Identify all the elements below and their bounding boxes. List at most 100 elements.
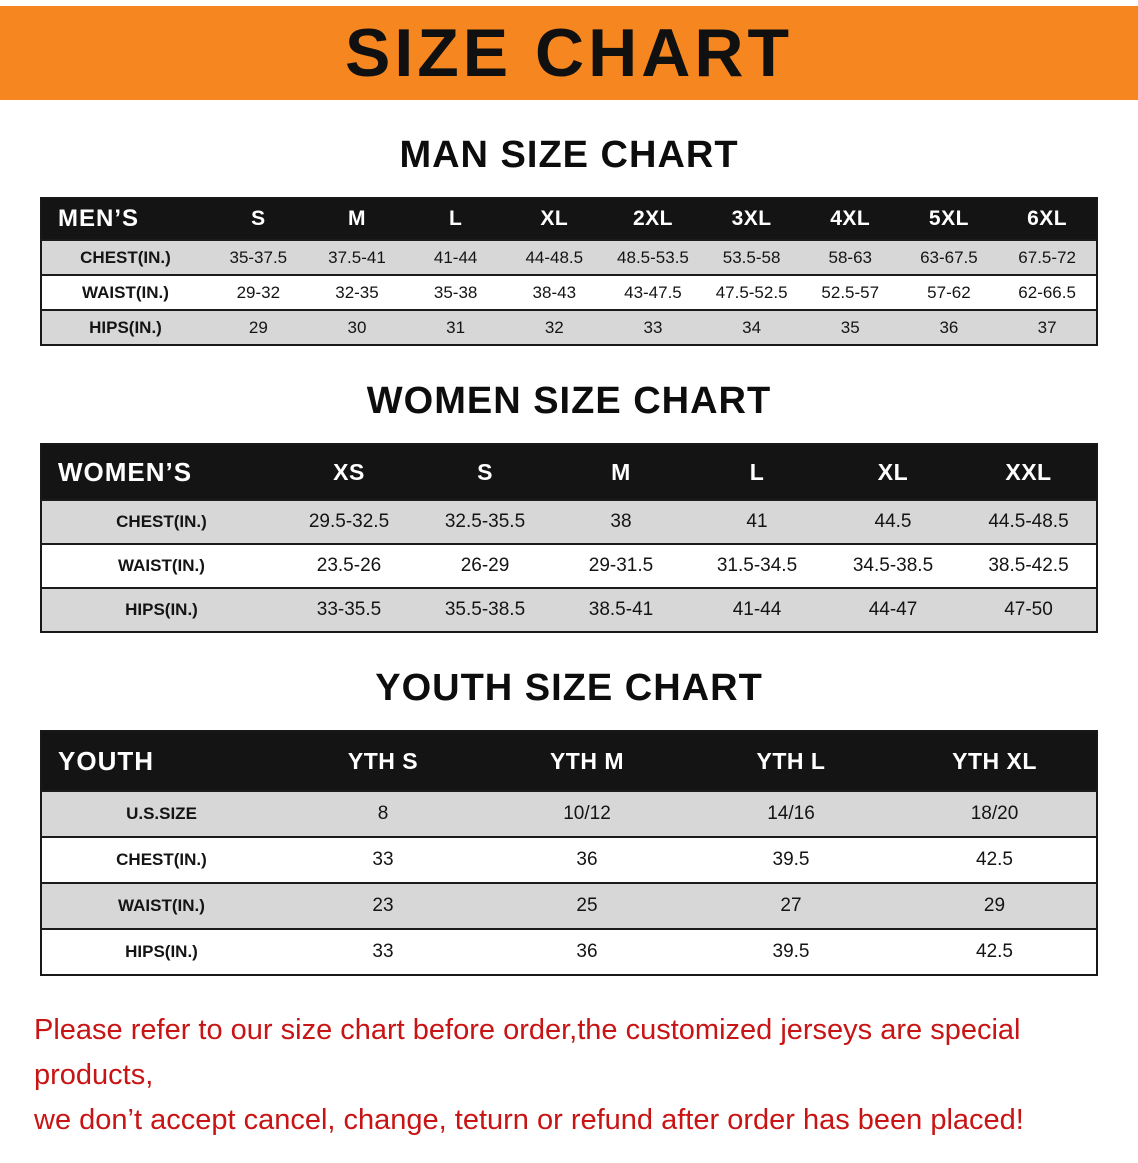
measurement-value: 43-47.5 <box>603 274 703 310</box>
measurement-value: 39.5 <box>689 928 893 975</box>
measurement-value: 23.5-26 <box>281 543 417 588</box>
measurement-value: 36 <box>485 836 689 883</box>
measurement-value: 53.5-58 <box>702 239 801 275</box>
men-size-table: MEN’S S M L XL 2XL 3XL 4XL 5XL 6XL CHEST(IN.) 35-37… <box>40 197 1098 346</box>
size-column-header: XL <box>504 198 604 240</box>
measurement-row: HIPS(IN.) 33-35.5 35.5-38.5 38.5-41 41-44 44-… <box>41 587 1097 632</box>
men-size-chart-heading: MAN SIZE CHART <box>399 134 739 176</box>
measurement-value: 38-43 <box>504 274 604 310</box>
measurement-label: HIPS(IN.) <box>41 928 281 975</box>
footer-note: Please refer to our size chart before or… <box>34 1008 1098 1143</box>
measurement-value: 57-62 <box>899 274 999 310</box>
measurement-value: 29 <box>209 309 308 345</box>
measurement-value: 33 <box>281 928 485 975</box>
size-column-header: 6XL <box>998 198 1097 240</box>
measurement-row: WAIST(IN.) 23.5-26 26-29 29-31.5 31.5-34.5 34… <box>41 543 1097 588</box>
measurement-label: CHEST(IN.) <box>41 239 209 275</box>
measurement-value: 58-63 <box>800 239 900 275</box>
size-column-header: YTH S <box>281 731 485 791</box>
measurement-label: WAIST(IN.) <box>41 274 209 310</box>
measurement-value: 10/12 <box>485 790 689 837</box>
measurement-row: CHEST(IN.) 29.5-32.5 32.5-35.5 38 41 44.5 44.5… <box>41 499 1097 544</box>
size-column-header: YTH XL <box>893 731 1097 791</box>
size-column-header: 2XL <box>603 198 703 240</box>
measurement-value: 35-38 <box>406 274 505 310</box>
measurement-value: 31 <box>406 309 505 345</box>
size-column-header: L <box>689 444 825 500</box>
measurement-label: HIPS(IN.) <box>41 587 281 632</box>
size-column-header: 4XL <box>800 198 900 240</box>
size-column-header: S <box>417 444 553 500</box>
youth-size-table: YOUTH YTH S YTH M YTH L YTH XL U.S.SIZE 8 10/12… <box>40 730 1098 976</box>
measurement-value: 37.5-41 <box>307 239 407 275</box>
measurement-value: 32-35 <box>307 274 407 310</box>
measurement-row: WAIST(IN.) 29-32 32-35 35-38 38-43 43-47.5 47.… <box>41 274 1097 310</box>
measurement-value: 44-48.5 <box>504 239 604 275</box>
measurement-value: 42.5 <box>893 836 1097 883</box>
size-column-header: M <box>307 198 407 240</box>
measurement-value: 26-29 <box>417 543 553 588</box>
measurement-value: 34 <box>702 309 801 345</box>
measurement-value: 36 <box>485 928 689 975</box>
measurement-value: 41-44 <box>406 239 505 275</box>
measurement-value: 23 <box>281 882 485 929</box>
measurement-value: 67.5-72 <box>998 239 1097 275</box>
measurement-value: 39.5 <box>689 836 893 883</box>
measurement-value: 35.5-38.5 <box>417 587 553 632</box>
measurement-value: 30 <box>307 309 407 345</box>
size-column-header: S <box>209 198 308 240</box>
measurement-value: 41-44 <box>689 587 825 632</box>
size-column-header: 3XL <box>702 198 801 240</box>
measurement-label: CHEST(IN.) <box>41 499 281 544</box>
measurement-value: 33-35.5 <box>281 587 417 632</box>
youth-size-chart-heading: YOUTH SIZE CHART <box>375 667 763 709</box>
measurement-value: 27 <box>689 882 893 929</box>
size-column-header: YTH M <box>485 731 689 791</box>
measurement-value: 18/20 <box>893 790 1097 837</box>
women-size-chart-heading: WOMEN SIZE CHART <box>366 380 772 422</box>
size-column-header: YTH L <box>689 731 893 791</box>
measurement-value: 25 <box>485 882 689 929</box>
size-column-header: XXL <box>961 444 1097 500</box>
measurement-value: 52.5-57 <box>800 274 900 310</box>
measurement-value: 32.5-35.5 <box>417 499 553 544</box>
measurement-row: HIPS(IN.) 29 30 31 32 33 34 35 36 37 <box>41 309 1097 345</box>
measurement-value: 48.5-53.5 <box>603 239 703 275</box>
measurement-value: 44-47 <box>825 587 961 632</box>
size-column-header: XL <box>825 444 961 500</box>
measurement-value: 63-67.5 <box>899 239 999 275</box>
youth-table-title: YOUTH <box>41 731 281 791</box>
measurement-value: 29-32 <box>209 274 308 310</box>
measurement-value: 33 <box>603 309 703 345</box>
measurement-value: 29 <box>893 882 1097 929</box>
measurement-label: U.S.SIZE <box>41 790 281 837</box>
measurement-value: 38.5-41 <box>553 587 689 632</box>
measurement-value: 32 <box>504 309 604 345</box>
measurement-value: 31.5-34.5 <box>689 543 825 588</box>
size-chart-sections: MAN SIZE CHART MEN’S S M L XL 2XL 3XL 4XL 5XL 6XL C… <box>0 134 1138 976</box>
men-table-title: MEN’S <box>41 198 209 240</box>
measurement-value: 14/16 <box>689 790 893 837</box>
measurement-value: 37 <box>998 309 1097 345</box>
size-column-header: XS <box>281 444 417 500</box>
measurement-value: 35-37.5 <box>209 239 308 275</box>
measurement-value: 33 <box>281 836 485 883</box>
measurement-row: WAIST(IN.) 23 25 27 29 <box>41 882 1097 929</box>
measurement-value: 47-50 <box>961 587 1097 632</box>
measurement-value: 8 <box>281 790 485 837</box>
women-size-table: WOMEN’S XS S M L XL XXL CHEST(IN.) 29.5-32.5 32.5… <box>40 443 1098 633</box>
measurement-value: 29-31.5 <box>553 543 689 588</box>
measurement-value: 62-66.5 <box>998 274 1097 310</box>
measurement-value: 42.5 <box>893 928 1097 975</box>
measurement-value: 36 <box>899 309 999 345</box>
measurement-value: 41 <box>689 499 825 544</box>
measurement-label: WAIST(IN.) <box>41 543 281 588</box>
measurement-value: 44.5-48.5 <box>961 499 1097 544</box>
women-table-header-row: WOMEN’S XS S M L XL XXL <box>41 444 1097 500</box>
measurement-label: CHEST(IN.) <box>41 836 281 883</box>
measurement-value: 38.5-42.5 <box>961 543 1097 588</box>
measurement-label: HIPS(IN.) <box>41 309 209 345</box>
measurement-row: CHEST(IN.) 33 36 39.5 42.5 <box>41 836 1097 883</box>
measurement-value: 38 <box>553 499 689 544</box>
size-column-header: M <box>553 444 689 500</box>
